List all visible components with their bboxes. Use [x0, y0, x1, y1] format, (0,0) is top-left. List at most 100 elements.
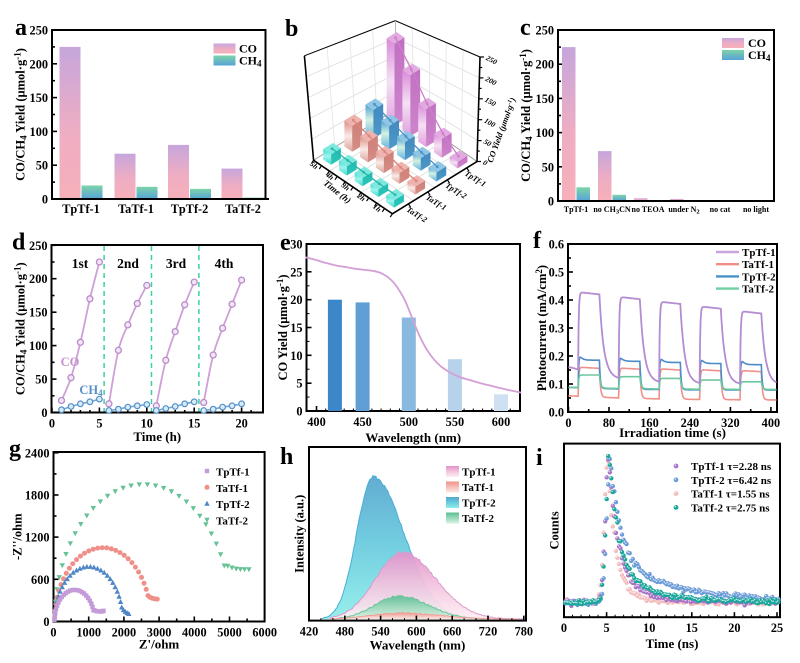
- svg-text:250: 250: [30, 24, 48, 38]
- svg-text:no TEOA: no TEOA: [632, 205, 665, 214]
- svg-text:500: 500: [400, 415, 418, 429]
- svg-text:TaTf-2: TaTf-2: [216, 515, 248, 527]
- svg-text:TaTf-1: TaTf-1: [742, 259, 774, 271]
- svg-text:4h: 4h: [323, 169, 336, 182]
- svg-text:1000: 1000: [76, 626, 101, 640]
- svg-text:20: 20: [728, 621, 740, 635]
- svg-text:200: 200: [29, 272, 47, 286]
- svg-text:2400: 2400: [25, 446, 50, 460]
- svg-text:TaTf-2 τ=2.75 ns: TaTf-2 τ=2.75 ns: [691, 502, 770, 514]
- svg-text:CH4: CH4: [79, 383, 103, 398]
- svg-text:0.1: 0.1: [549, 378, 564, 392]
- svg-text:a: a: [15, 15, 27, 41]
- svg-text:3000: 3000: [147, 626, 172, 640]
- svg-text:g: g: [9, 436, 21, 462]
- svg-text:15: 15: [686, 621, 698, 635]
- svg-text:0: 0: [296, 405, 302, 419]
- svg-text:160: 160: [640, 416, 658, 430]
- svg-text:-Z''/ohm: -Z''/ohm: [11, 513, 25, 560]
- svg-text:0.0: 0.0: [549, 406, 564, 420]
- svg-text:600: 600: [407, 625, 425, 639]
- svg-text:TaTf-2: TaTf-2: [742, 284, 774, 296]
- svg-text:100: 100: [29, 339, 47, 353]
- svg-text:100: 100: [30, 125, 48, 139]
- svg-text:720: 720: [479, 625, 497, 639]
- svg-text:15: 15: [290, 321, 302, 335]
- svg-text:0.3: 0.3: [549, 322, 564, 336]
- svg-text:TpTf-2 τ=6.42 ns: TpTf-2 τ=6.42 ns: [691, 475, 772, 487]
- svg-text:0: 0: [561, 621, 567, 635]
- svg-text:600: 600: [492, 415, 510, 429]
- svg-text:TaTf-1 τ=1.55 ns: TaTf-1 τ=1.55 ns: [691, 489, 770, 501]
- svg-text:CO Yield (μmol·g-1): CO Yield (μmol·g-1): [275, 274, 290, 380]
- svg-text:200: 200: [536, 58, 554, 72]
- svg-text:1200: 1200: [25, 531, 50, 545]
- svg-text:CH4: CH4: [748, 48, 771, 63]
- svg-text:under N2: under N2: [668, 205, 699, 216]
- svg-text:CO: CO: [61, 355, 80, 369]
- svg-text:0: 0: [49, 417, 55, 431]
- svg-text:150: 150: [30, 91, 48, 105]
- svg-text:TpTf-2: TpTf-2: [216, 499, 250, 511]
- svg-text:CO/CH4 Yield (μmol·g-1): CO/CH4 Yield (μmol·g-1): [13, 262, 29, 395]
- svg-text:150: 150: [536, 92, 554, 106]
- svg-text:Z'/ohm: Z'/ohm: [139, 637, 180, 652]
- svg-text:50: 50: [542, 160, 554, 174]
- svg-text:400: 400: [307, 415, 325, 429]
- svg-text:5: 5: [296, 377, 302, 391]
- svg-text:TpTf-1: TpTf-1: [742, 247, 776, 259]
- svg-text:h: h: [280, 444, 293, 470]
- svg-text:0.2: 0.2: [549, 350, 564, 364]
- svg-text:TaTf-1: TaTf-1: [216, 483, 248, 495]
- svg-text:0: 0: [482, 158, 490, 168]
- svg-text:450: 450: [353, 415, 371, 429]
- svg-text:5h: 5h: [308, 159, 320, 171]
- svg-text:CO: CO: [239, 42, 257, 56]
- svg-text:400: 400: [762, 416, 780, 430]
- svg-text:6000: 6000: [252, 626, 277, 640]
- svg-text:250: 250: [536, 24, 554, 38]
- svg-text:50: 50: [35, 373, 47, 387]
- svg-text:15: 15: [188, 417, 200, 431]
- svg-text:TaTf-1: TaTf-1: [462, 482, 494, 494]
- svg-text:1st: 1st: [72, 256, 89, 271]
- svg-text:480: 480: [336, 625, 354, 639]
- svg-text:25: 25: [771, 621, 783, 635]
- svg-text:10: 10: [290, 349, 302, 363]
- svg-text:Intensity (a.u.): Intensity (a.u.): [293, 495, 307, 573]
- svg-text:Wavelength (nm): Wavelength (nm): [365, 430, 461, 445]
- svg-text:540: 540: [371, 625, 389, 639]
- svg-text:150: 150: [29, 306, 47, 320]
- svg-text:0.5: 0.5: [549, 266, 564, 280]
- svg-text:no CH3CN: no CH3CN: [593, 205, 630, 216]
- svg-text:1h: 1h: [371, 202, 383, 214]
- svg-text:2h: 2h: [355, 191, 368, 204]
- svg-text:e: e: [280, 230, 291, 256]
- svg-text:TpTf-1: TpTf-1: [216, 467, 250, 479]
- svg-text:0: 0: [565, 416, 571, 430]
- svg-text:50: 50: [36, 159, 48, 173]
- svg-text:10: 10: [141, 417, 153, 431]
- svg-text:10: 10: [643, 621, 655, 635]
- svg-text:240: 240: [681, 416, 699, 430]
- svg-text:TpTf-2: TpTf-2: [462, 498, 496, 510]
- svg-text:600: 600: [31, 573, 49, 587]
- svg-text:3rd: 3rd: [166, 256, 187, 271]
- svg-text:i: i: [536, 445, 543, 471]
- svg-text:0: 0: [50, 626, 56, 640]
- svg-text:3h: 3h: [339, 180, 352, 193]
- svg-text:320: 320: [721, 416, 739, 430]
- svg-text:20: 20: [290, 293, 302, 307]
- svg-text:TpTf-1: TpTf-1: [564, 205, 588, 214]
- svg-text:Counts: Counts: [548, 511, 562, 549]
- svg-text:TpTf-1 τ=2.28 ns: TpTf-1 τ=2.28 ns: [691, 461, 772, 473]
- svg-text:CO/CH4 Yield (μmol·g-1): CO/CH4 Yield (μmol·g-1): [13, 48, 29, 181]
- svg-text:c: c: [520, 15, 531, 41]
- svg-text:0: 0: [548, 195, 554, 209]
- svg-text:0: 0: [42, 193, 48, 207]
- svg-text:TpTf-2: TpTf-2: [171, 202, 209, 216]
- svg-text:TaTf-2: TaTf-2: [225, 202, 261, 216]
- svg-text:200: 200: [30, 57, 48, 71]
- svg-text:CH4: CH4: [239, 54, 262, 69]
- svg-text:250: 250: [29, 239, 47, 253]
